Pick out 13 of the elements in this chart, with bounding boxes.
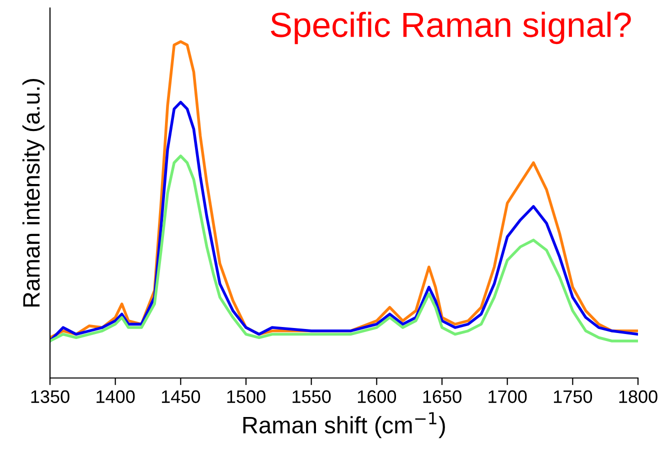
x-tick-label: 1450 — [162, 390, 200, 404]
x-axis-title: Raman shift (cm$^{−1}$) — [243, 412, 445, 438]
x-tick-label: 1400 — [96, 390, 135, 404]
y-axis-title: Raman intensity (a.u.) — [22, 78, 44, 307]
annotation: Specific Raman signal? — [270, 12, 631, 44]
x-tick-label: 1600 — [358, 390, 396, 404]
x-tick-label: 1750 — [554, 390, 592, 404]
x-tick-label: 1350 — [31, 390, 70, 404]
x-tick-label: 1700 — [488, 390, 527, 404]
x-tick-label: 1800 — [619, 390, 658, 404]
x-tick-label: 1500 — [227, 390, 266, 404]
x-tick-label: 1650 — [423, 390, 462, 404]
x-tick-label: 1550 — [292, 390, 331, 404]
